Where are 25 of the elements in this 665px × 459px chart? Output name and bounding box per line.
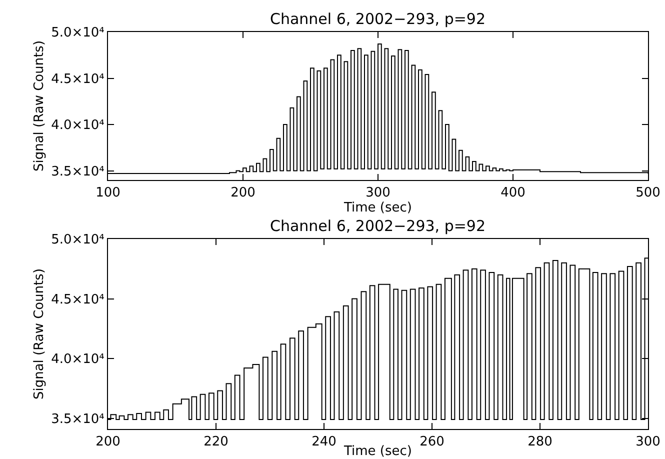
chart-title: Channel 6, 2002−293, p=92 [270, 217, 486, 235]
x-tick-label: 300 [636, 434, 660, 450]
x-tick-label: 240 [312, 434, 336, 450]
y-tick-label: 3.5×10⁴ [51, 164, 104, 180]
x-tick-label: 100 [96, 186, 120, 201]
y-tick-label: 4.0×10⁴ [51, 118, 104, 134]
y-axis-title: Signal (Raw Counts) [32, 268, 48, 400]
x-tick-label: 400 [500, 186, 526, 201]
y-tick-label: 4.5×10⁴ [51, 72, 104, 87]
x-tick-label: 280 [528, 434, 552, 450]
x-tick-label: 220 [204, 434, 228, 450]
x-tick-label: 500 [636, 186, 660, 201]
x-tick-label: 200 [230, 186, 256, 201]
y-tick-label: 3.5×10⁴ [51, 412, 104, 427]
x-tick-label: 260 [420, 434, 444, 450]
x-tick-label: 300 [366, 186, 390, 201]
y-tick-label: 5.0×10⁴ [51, 26, 104, 41]
x-tick-label: 200 [96, 434, 120, 450]
y-tick-label: 4.5×10⁴ [51, 292, 104, 308]
x-axis-title: Time (sec) [342, 200, 412, 216]
x-axis-title: Time (sec) [342, 444, 412, 459]
y-tick-label: 4.0×10⁴ [51, 352, 104, 368]
y-tick-label: 5.0×10⁴ [51, 232, 104, 248]
chart-title: Channel 6, 2002−293, p=92 [270, 10, 486, 28]
y-axis-title: Signal (Raw Counts) [32, 40, 48, 172]
